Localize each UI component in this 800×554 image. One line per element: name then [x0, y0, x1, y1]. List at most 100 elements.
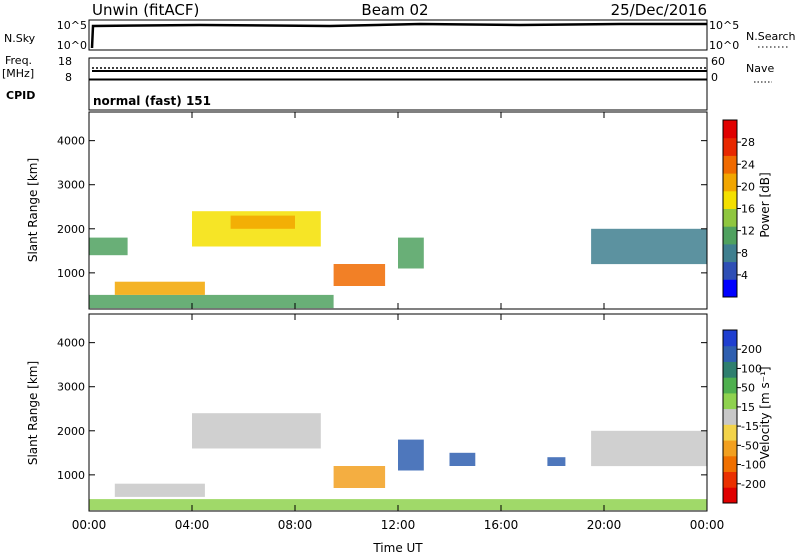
x-tick-label: 20:00: [587, 518, 622, 532]
nsky-tick-bottom: 10^0: [57, 39, 87, 52]
power-region: [398, 237, 424, 269]
power-region: [114, 281, 205, 295]
velocity-colorbar-label: Velocity [m s⁻¹]: [758, 366, 772, 459]
colorbar-segment: [723, 455, 737, 472]
colorbar-tick-label: 8: [741, 247, 748, 260]
colorbar-tick-label: 28: [741, 136, 755, 149]
power-ylabel: Slant Range [km]: [26, 158, 40, 262]
velocity-panel-frame: [88, 313, 708, 512]
colorbar-segment: [723, 345, 737, 362]
colorbar-segment: [723, 226, 737, 245]
colorbar-tick-label: 16: [741, 203, 755, 216]
colorbar-tick-label: -100: [741, 459, 766, 472]
freq-tick-bottom: 8: [65, 71, 72, 84]
nsky-line: [90, 22, 707, 49]
x-tick-label: 16:00: [484, 518, 519, 532]
colorbar-tick-label: 12: [741, 225, 755, 238]
x-tick-label: 00:00: [72, 518, 107, 532]
freq-tick-top: 18: [58, 55, 72, 68]
velocity-panel-axes: 1000 2000 3000 4000 00:00 04:00 08:00 12:00 16:0…: [57, 314, 724, 532]
nave-label: Nave: [746, 62, 774, 75]
nave-tick-top: 60: [711, 55, 725, 68]
nsearch-label: N.Search: [746, 30, 796, 43]
colorbar-segment: [723, 190, 737, 209]
freq-label-1: Freq.: [5, 54, 32, 67]
y-tick-label: 2000: [57, 223, 85, 236]
velocity-region: [398, 439, 424, 471]
colorbar-tick-label: 100: [741, 362, 762, 375]
nsearch-tick-bottom: 10^0: [709, 39, 739, 52]
power-region: [591, 228, 707, 265]
x-tick-label: 12:00: [381, 518, 416, 532]
colorbar-tick-label: 24: [741, 158, 755, 171]
colorbar-segment: [723, 471, 737, 488]
station-title: Unwin (fitACF): [92, 1, 199, 19]
colorbar-tick-label: -50: [741, 439, 759, 452]
colorbar-tick-label: 4: [741, 269, 748, 282]
y-tick-label: 3000: [57, 381, 85, 394]
colorbar-segment: [723, 392, 737, 410]
colorbar-tick-label: 50: [741, 382, 755, 395]
colorbar-segment: [723, 440, 737, 457]
power-panel-axes: 1000 2000 3000 4000: [57, 112, 708, 309]
cpid-label: CPID: [6, 89, 35, 102]
power-region: [230, 215, 295, 229]
colorbar-segment: [723, 155, 737, 174]
x-tick-label: 04:00: [175, 518, 210, 532]
x-tick-label: 00:00: [690, 518, 725, 532]
velocity-region: [547, 457, 566, 466]
colorbar-segment: [723, 120, 737, 139]
nsky-panel: [88, 19, 708, 51]
velocity-region: [449, 452, 476, 466]
power-region: [89, 294, 334, 309]
velocity-region: [89, 499, 707, 511]
colorbar-frame: [722, 329, 738, 504]
power-panel-frame: [88, 111, 708, 310]
colorbar-segment: [723, 361, 737, 378]
colorbar-segment: [723, 408, 737, 425]
colorbar-tick-label: -15: [741, 420, 759, 433]
y-tick-label: 4000: [57, 337, 85, 350]
colorbar-segment: [723, 487, 737, 504]
y-tick-label: 3000: [57, 179, 85, 192]
date-title: 25/Dec/2016: [611, 1, 707, 19]
x-tick-label: 08:00: [278, 518, 313, 532]
y-tick-label: 4000: [57, 135, 85, 148]
y-tick-label: 2000: [57, 425, 85, 438]
colorbar-tick-label: 20: [741, 180, 755, 193]
power-region: [333, 264, 386, 286]
velocity-colorbar: 200 100 50 15 -15 -50 -100 -200: [722, 329, 766, 504]
freq-label-2: [MHz]: [2, 67, 34, 80]
nsky-tick-top: 10^5: [57, 19, 87, 32]
colorbar-segment: [723, 208, 737, 227]
nsearch-tick-top: 10^5: [709, 19, 739, 32]
nsky-label: N.Sky: [4, 32, 36, 45]
cpid-value: normal (fast) 151: [93, 94, 211, 108]
velocity-panel-data: [89, 413, 707, 511]
y-tick-label: 1000: [57, 469, 85, 482]
colorbar-tick-label: -200: [741, 478, 766, 491]
colorbar-segment: [723, 377, 737, 394]
colorbar-segment: [723, 330, 737, 347]
colorbar-segment: [723, 424, 737, 441]
beam-title: Beam 02: [361, 1, 428, 19]
colorbar-tick-label: 200: [741, 343, 762, 356]
colorbar-segment: [723, 279, 737, 298]
velocity-region: [192, 413, 321, 449]
nave-tick-bottom: 0: [711, 71, 718, 84]
colorbar-segment: [723, 243, 737, 263]
velocity-ylabel: Slant Range [km]: [26, 361, 40, 465]
cpid-panel: [88, 79, 708, 111]
power-colorbar: 4 8 12 16 20 24 28: [722, 119, 755, 298]
colorbar-segment: [723, 261, 737, 280]
colorbar-segment: [723, 173, 737, 192]
y-tick-label: 1000: [57, 267, 85, 280]
time-xlabel: Time UT: [372, 541, 423, 554]
colorbar-tick-label: 15: [741, 401, 755, 414]
power-colorbar-label: Power [dB]: [758, 172, 772, 237]
power-region: [89, 237, 128, 256]
velocity-region: [333, 466, 386, 488]
freq-panel: [88, 57, 708, 80]
